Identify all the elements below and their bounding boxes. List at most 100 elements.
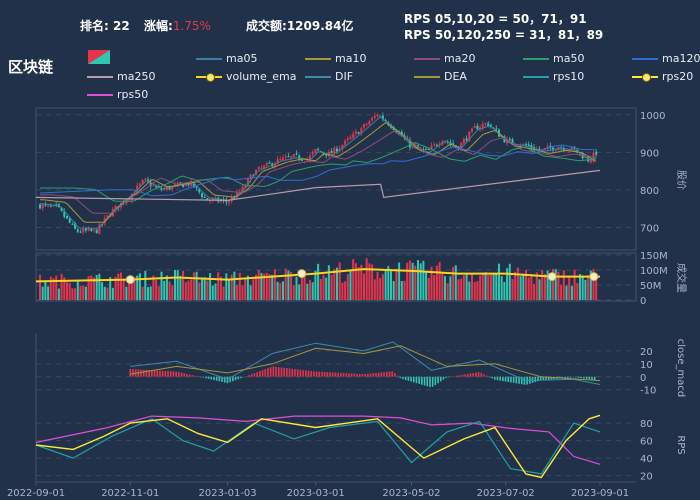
legend-item-DEA: DEA <box>414 70 467 83</box>
volume-bar <box>533 283 536 300</box>
macd-histogram-bar <box>396 375 399 377</box>
volume-bar <box>557 271 560 300</box>
macd-histogram-bar <box>364 374 366 377</box>
macd-histogram-bar <box>512 376 515 383</box>
rps20-line <box>35 414 601 479</box>
volume-bar <box>171 285 174 300</box>
volume-axis-label: 成交量 <box>675 263 688 293</box>
macd-histogram-bar <box>164 370 167 377</box>
volume-bar <box>141 286 144 300</box>
macd-histogram-bar <box>304 370 307 377</box>
volume-bar <box>168 281 171 300</box>
candle-body <box>435 144 438 146</box>
candle-body <box>311 152 314 155</box>
candle-body <box>589 160 592 163</box>
macd-histogram-bar <box>488 376 491 378</box>
volume-bar <box>138 273 141 300</box>
volume-bar <box>155 279 158 300</box>
macd-histogram-bar <box>167 371 169 377</box>
candle-body <box>187 183 190 186</box>
macd-histogram-bar <box>196 376 199 377</box>
volume-bar <box>276 281 279 300</box>
macd-histogram-bar <box>415 376 418 384</box>
volume-bar <box>417 259 419 300</box>
volume-bar <box>346 274 349 300</box>
macd-histogram-bar <box>515 376 518 384</box>
legend-item-rps10: rps10 <box>523 70 584 83</box>
candle-body <box>371 117 374 121</box>
legend-marker <box>206 73 215 82</box>
macd-histogram-bar <box>342 373 345 377</box>
macd-histogram-bar <box>191 375 194 377</box>
volume-bar <box>74 288 77 300</box>
volume-bar <box>225 273 228 300</box>
macd-histogram-bar <box>153 370 156 377</box>
macd-histogram-bar <box>129 369 132 377</box>
macd-histogram-bar <box>429 376 431 388</box>
volume-bar <box>63 277 66 300</box>
rank-label: 排名: 22 <box>80 19 130 33</box>
candle-body <box>511 139 514 144</box>
volume-bar <box>581 275 584 300</box>
macd-histogram-bar <box>475 372 477 377</box>
volume-bar <box>541 270 544 300</box>
macd-histogram-bar <box>261 370 264 377</box>
volume-bar <box>381 274 384 300</box>
candle-body <box>84 228 87 231</box>
volume-bar <box>303 272 306 300</box>
macd-histogram-bar <box>523 376 526 385</box>
legend-label: DIF <box>335 70 354 83</box>
candle-body <box>346 138 349 140</box>
volume-bar <box>554 269 557 300</box>
sector-name: 区块链 <box>8 58 54 76</box>
volume-bar <box>287 270 290 300</box>
macd-histogram-bar <box>561 376 564 379</box>
volume-bar <box>130 279 133 300</box>
volume-bar <box>125 286 128 300</box>
macd-histogram-bar <box>383 372 385 377</box>
candle-body <box>109 216 112 218</box>
candle-body <box>373 115 376 118</box>
candle-body <box>233 197 236 199</box>
volume-bar <box>327 265 330 300</box>
volume-bar <box>122 278 125 300</box>
macd-histogram-bar <box>537 376 539 382</box>
macd-histogram-bar <box>340 372 342 377</box>
volume-bar <box>271 274 274 300</box>
legend-label: rps20 <box>662 70 694 83</box>
macd-histogram-bar <box>299 369 302 377</box>
candle-body <box>487 123 490 127</box>
volume-bar <box>314 270 317 300</box>
macd-histogram-bar <box>318 371 321 377</box>
volume-bar <box>344 281 347 300</box>
volume-bar <box>392 281 395 300</box>
legend-label: ma120 <box>662 52 700 65</box>
volume-bar <box>238 272 241 300</box>
ma120-line <box>39 144 597 197</box>
candle-body <box>195 186 198 188</box>
macd-histogram-bar <box>169 371 172 377</box>
macd-histogram-bar <box>221 376 223 382</box>
candle-body <box>74 223 77 229</box>
candle-body <box>354 131 357 134</box>
chart-legend: ma05 ma10 ma20 ma50 ma120 ma250 volume_ema DIF D… <box>0 0 700 110</box>
macd-histogram-bar <box>223 376 226 383</box>
macd-histogram-bar <box>453 376 456 377</box>
macd-histogram-bar <box>361 374 364 377</box>
candle-body <box>468 131 471 142</box>
volume-bar <box>163 280 166 300</box>
volume-bar <box>395 268 398 300</box>
change-value: 1.75% <box>172 19 211 33</box>
candle-body <box>395 130 398 133</box>
volume-bar <box>492 273 495 300</box>
candle-body <box>495 128 498 130</box>
macd-histogram-bar <box>585 376 588 379</box>
candle-body <box>530 145 533 149</box>
candle-body <box>527 144 530 147</box>
macd-histogram-bar <box>302 370 304 377</box>
volume-bar <box>360 264 363 300</box>
candle-body <box>368 121 371 125</box>
volume-bar <box>562 270 565 300</box>
macd-histogram-bar <box>156 370 159 377</box>
x-tick-label: 2022-11-01 <box>101 488 159 499</box>
